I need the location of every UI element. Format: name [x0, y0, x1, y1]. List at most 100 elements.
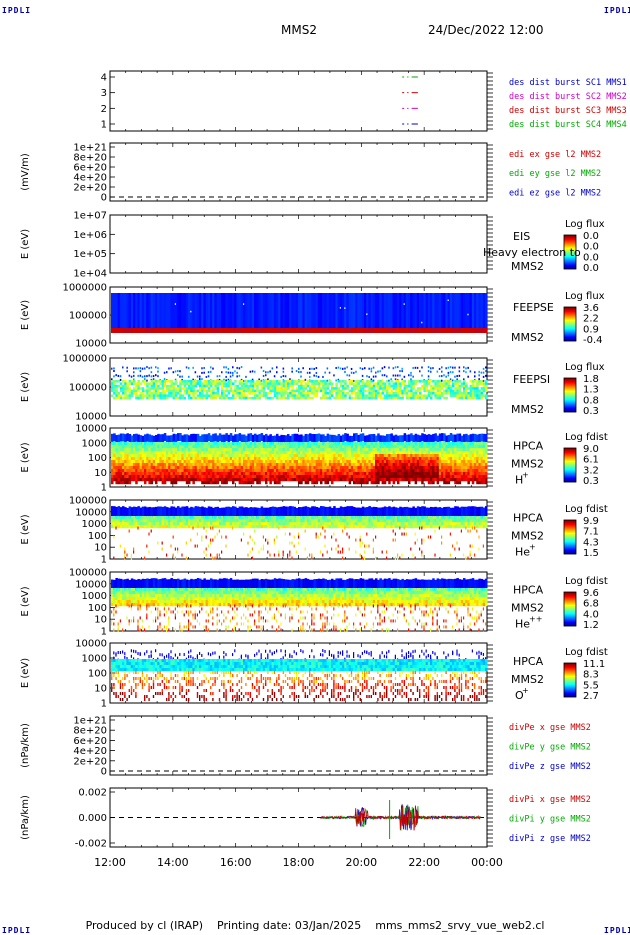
spectro-cell [113, 463, 116, 466]
spectro-cell [437, 472, 440, 475]
spectro-cell [164, 451, 167, 454]
spectro-cell [219, 375, 221, 377]
spectro-cell [441, 463, 444, 466]
spectro-cell [478, 434, 481, 442]
spectro-cell [219, 451, 222, 454]
spectro-cell [142, 442, 145, 445]
spectro-cell [450, 454, 453, 457]
spectro-cell [333, 457, 336, 460]
spectro-cell [437, 394, 440, 397]
spectro-cell [250, 466, 253, 469]
spectro-cell [397, 457, 400, 460]
spectro-cell [228, 469, 231, 472]
spectro-cell [175, 457, 178, 460]
spectro-cell [412, 454, 415, 457]
spectro-cell [283, 371, 285, 373]
spectro-cell [316, 392, 319, 395]
spectro-cell [192, 385, 195, 388]
spectro-cell [265, 394, 268, 397]
spectro-cell [474, 397, 477, 400]
spectro-cell [175, 394, 178, 397]
spectro-cell [417, 463, 420, 466]
spectro-cell [140, 382, 143, 385]
spectro-cell [283, 466, 286, 469]
spectro-cell [368, 387, 371, 390]
spectro-cell [467, 469, 470, 472]
spectro-cell [276, 445, 279, 448]
spectro-cell [408, 394, 411, 397]
spectro-cell [329, 469, 332, 472]
spectro-cell [115, 469, 118, 472]
spectro-cell [115, 435, 118, 443]
spectro-cell [318, 463, 321, 466]
spectro-cell [313, 442, 316, 445]
spectro-cell [278, 392, 281, 395]
spectro-cell [133, 466, 136, 469]
spectro-cell [241, 481, 244, 484]
colorbar-tick-label: 1.8 [583, 374, 599, 385]
spectro-cell [355, 445, 358, 448]
spectro-cell [142, 472, 145, 475]
spectro-cell [461, 445, 464, 448]
spectro-cell [470, 448, 473, 451]
spectro-cell [351, 451, 354, 454]
spectro-cell [318, 390, 321, 393]
spectro-cell [485, 469, 488, 472]
spectro-cell [459, 387, 462, 390]
spectro-cell [360, 460, 363, 463]
spectro-cell [146, 375, 148, 377]
spectro-cell [280, 451, 283, 454]
spectro-cell [335, 472, 338, 475]
spectro-cell [166, 442, 169, 445]
spectro-cell [157, 448, 160, 451]
spectro-cell [481, 394, 484, 397]
spectro-cell [333, 463, 336, 466]
spectro-cell [115, 466, 118, 469]
spectro-cell [388, 475, 391, 478]
spectro-cell [412, 457, 415, 460]
spectro-cell [397, 397, 400, 400]
spectro-cell [443, 374, 445, 376]
spectro-cell [362, 475, 365, 478]
spectro-cell [225, 454, 228, 457]
spectro-cell [452, 442, 455, 445]
spectro-cell [206, 469, 209, 472]
spectro-cell [155, 472, 158, 475]
spectro-cell [426, 454, 429, 457]
spectro-cell [452, 472, 455, 475]
spectro-cell [192, 454, 195, 457]
spectro-cell [309, 454, 312, 457]
spectro-cell [373, 454, 376, 457]
spectro-cell [406, 385, 409, 388]
spectro-cell [258, 451, 261, 454]
spectro-cell [481, 463, 484, 466]
spectro-cell [318, 460, 321, 463]
spectro-cell [142, 392, 145, 395]
spectro-cell [371, 385, 374, 388]
spectro-cell [313, 390, 316, 393]
spectro-cell [351, 460, 354, 463]
spectro-cell [236, 445, 239, 448]
spectro-cell [335, 454, 338, 457]
spectro-cell [115, 374, 117, 376]
spectro-cell [133, 367, 135, 369]
spectro-cell [217, 472, 220, 475]
spectro-cell [175, 478, 178, 481]
spectro-cell [201, 378, 203, 380]
spectro-cell [197, 475, 200, 478]
spectro-cell [217, 475, 220, 478]
spectro-cell [210, 380, 213, 383]
spectro-cell [448, 367, 450, 369]
spectro-cell [322, 469, 325, 472]
spectro-cell [201, 372, 203, 374]
spectro-cell [265, 397, 268, 400]
spectro-cell [228, 466, 231, 469]
spectro-cell [228, 448, 231, 451]
spectro-cell [474, 457, 477, 460]
spectro-cell [236, 460, 239, 463]
spectro-cell [203, 466, 206, 469]
spectro-cell [175, 434, 178, 442]
spectro-cell [120, 478, 123, 481]
spectro-cell [384, 385, 387, 388]
spectro-cell [463, 466, 466, 469]
